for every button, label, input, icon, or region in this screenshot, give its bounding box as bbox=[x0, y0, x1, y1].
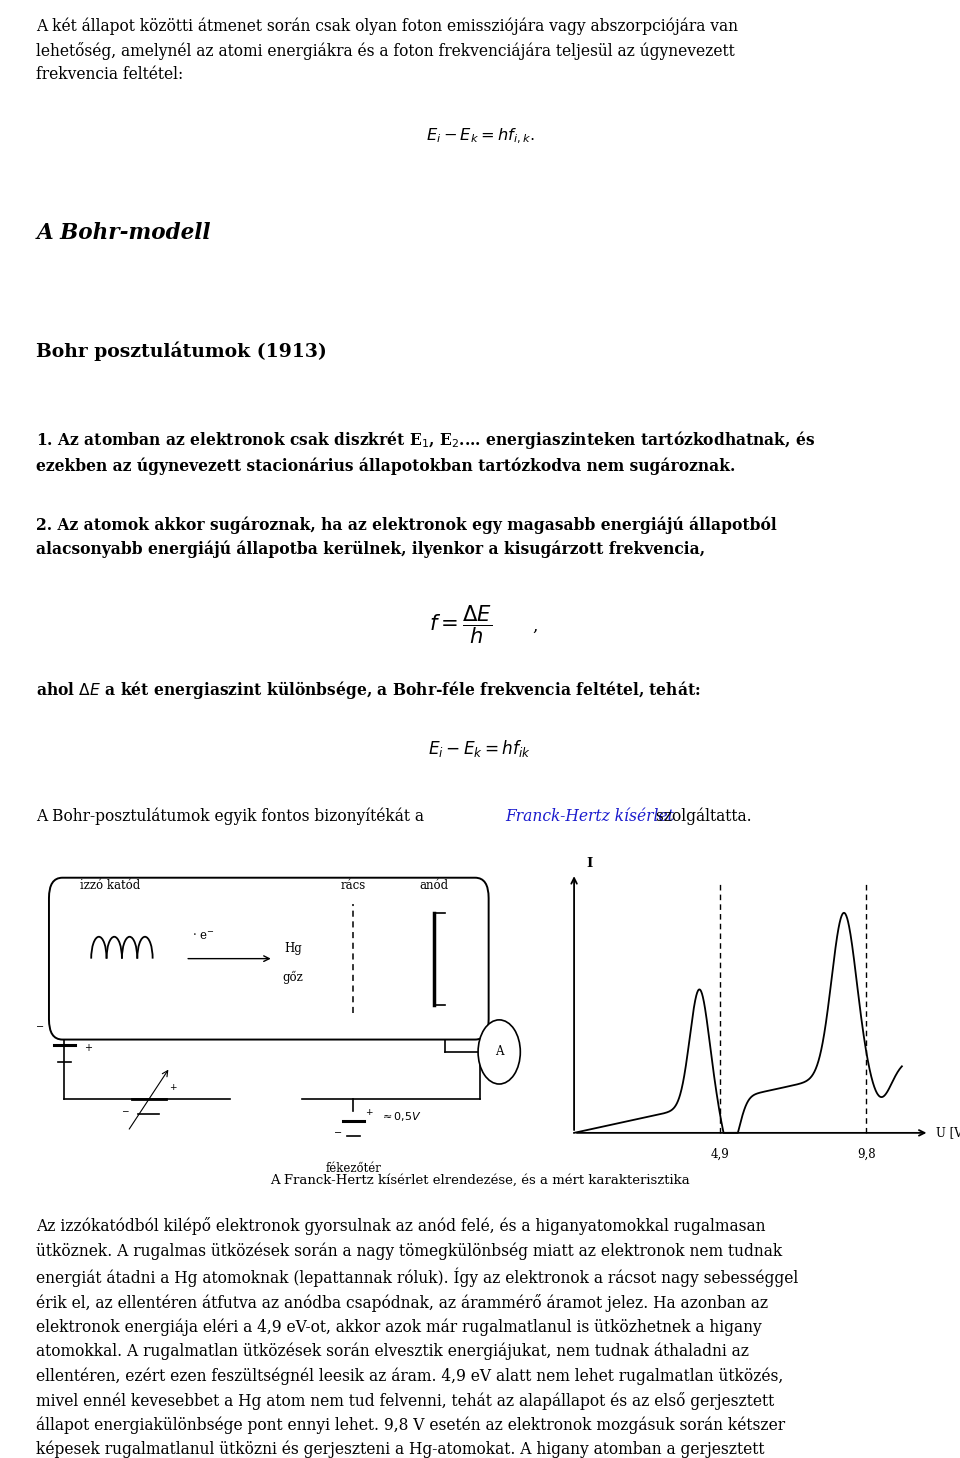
Text: +: + bbox=[84, 1042, 92, 1053]
Text: 2. Az atomok akkor sugároznak, ha az elektronok egy magasabb energiájú állapotbó: 2. Az atomok akkor sugároznak, ha az ele… bbox=[36, 516, 778, 558]
Text: +: + bbox=[365, 1108, 372, 1117]
Text: −: − bbox=[121, 1107, 129, 1115]
Text: A Bohr-posztulátumok egyik fontos bizonyítékát a: A Bohr-posztulátumok egyik fontos bizony… bbox=[36, 808, 429, 825]
Text: 4,9: 4,9 bbox=[710, 1147, 730, 1161]
Text: A Franck-Hertz kísérlet elrendezése, és a mért karakterisztika: A Franck-Hertz kísérlet elrendezése, és … bbox=[270, 1174, 690, 1187]
Text: szolgáltatta.: szolgáltatta. bbox=[651, 808, 752, 825]
Text: I: I bbox=[587, 857, 593, 870]
Text: $E_i - E_k = hf_{ik}$: $E_i - E_k = hf_{ik}$ bbox=[428, 738, 532, 758]
Text: +: + bbox=[169, 1083, 177, 1092]
Text: −: − bbox=[334, 1128, 342, 1137]
Text: Franck-Hertz kísérlet: Franck-Hertz kísérlet bbox=[505, 808, 674, 825]
Text: A Bohr-modell: A Bohr-modell bbox=[36, 222, 211, 243]
Text: 1. Az atomban az elektronok csak diszkrét E$_1$, E$_2$.... energiaszinteken tart: 1. Az atomban az elektronok csak diszkré… bbox=[36, 429, 816, 475]
Text: A: A bbox=[495, 1045, 503, 1059]
FancyBboxPatch shape bbox=[49, 878, 489, 1040]
Text: fékezőtér: fékezőtér bbox=[325, 1162, 381, 1175]
Text: gőz: gőz bbox=[282, 971, 303, 984]
Text: anód: anód bbox=[420, 879, 448, 892]
Text: izzó katód: izzó katód bbox=[81, 879, 140, 892]
Text: rács: rács bbox=[341, 879, 366, 892]
Text: ahol $\Delta E$ a két energiaszint különbsége, a Bohr-féle frekvencia feltétel, : ahol $\Delta E$ a két energiaszint külön… bbox=[36, 679, 701, 701]
Text: −: − bbox=[36, 1022, 44, 1032]
Text: 9,8: 9,8 bbox=[857, 1147, 876, 1161]
Text: $E_i - E_k = hf_{i,k}.$: $E_i - E_k = hf_{i,k}.$ bbox=[425, 127, 535, 146]
Text: $\approx 0{,}5V$: $\approx 0{,}5V$ bbox=[380, 1111, 421, 1123]
Text: Bohr posztulátumok (1913): Bohr posztulátumok (1913) bbox=[36, 341, 327, 360]
Text: Hg: Hg bbox=[284, 942, 301, 955]
Text: $f = \dfrac{\Delta E}{h}$: $f = \dfrac{\Delta E}{h}$ bbox=[429, 604, 492, 646]
Circle shape bbox=[478, 1021, 520, 1083]
Text: · e$^{-}$: · e$^{-}$ bbox=[192, 930, 215, 943]
Text: Az izzókatódból kilépő elektronok gyorsulnak az anód felé, és a higanyatomokkal : Az izzókatódból kilépő elektronok gyorsu… bbox=[36, 1217, 799, 1458]
Text: ,: , bbox=[533, 618, 539, 636]
Text: A két állapot közötti átmenet során csak olyan foton emissziójára vagy abszorpci: A két állapot közötti átmenet során csak… bbox=[36, 17, 738, 83]
Text: U [V]: U [V] bbox=[936, 1127, 960, 1139]
